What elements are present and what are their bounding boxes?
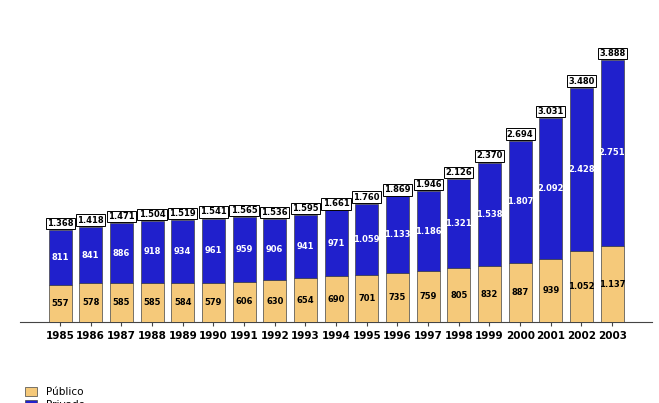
Text: 941: 941: [297, 242, 314, 251]
Bar: [233, 217, 256, 282]
Bar: [447, 179, 471, 268]
Bar: [140, 283, 163, 322]
Text: 2.092: 2.092: [538, 184, 564, 193]
Bar: [202, 218, 225, 283]
Text: 906: 906: [266, 245, 283, 254]
Text: 1.133: 1.133: [384, 230, 411, 239]
Legend: Público, Privado: Público, Privado: [25, 387, 85, 403]
Text: 959: 959: [235, 245, 253, 253]
Text: 805: 805: [450, 291, 467, 300]
Text: 1.565: 1.565: [231, 206, 258, 215]
Text: 1.541: 1.541: [200, 208, 227, 216]
Bar: [79, 283, 102, 322]
Text: 584: 584: [174, 298, 192, 307]
Text: 579: 579: [205, 298, 222, 307]
Bar: [110, 223, 133, 283]
Bar: [478, 162, 501, 266]
Text: 1.321: 1.321: [445, 219, 472, 228]
Text: 811: 811: [51, 253, 69, 262]
Text: 606: 606: [235, 297, 253, 306]
Text: 578: 578: [82, 298, 100, 307]
Text: 1.504: 1.504: [139, 210, 165, 219]
Text: 3.888: 3.888: [599, 49, 625, 58]
Bar: [447, 268, 471, 322]
Bar: [570, 87, 593, 251]
Bar: [294, 215, 317, 278]
Bar: [509, 141, 532, 263]
Bar: [171, 220, 194, 283]
Bar: [202, 283, 225, 322]
Bar: [263, 280, 286, 322]
Bar: [539, 259, 562, 322]
Text: 2.751: 2.751: [599, 148, 625, 158]
Text: 3.480: 3.480: [568, 77, 594, 85]
Bar: [509, 263, 532, 322]
Text: 1.519: 1.519: [169, 209, 196, 218]
Text: 1.137: 1.137: [599, 280, 625, 289]
Text: 1.368: 1.368: [47, 219, 73, 228]
Text: 2.126: 2.126: [445, 168, 472, 177]
Text: 585: 585: [143, 298, 161, 307]
Text: 1.807: 1.807: [507, 197, 533, 206]
Text: 1.052: 1.052: [568, 283, 595, 291]
Bar: [294, 278, 317, 322]
Bar: [478, 266, 501, 322]
Text: 1.418: 1.418: [77, 216, 104, 224]
Text: 2.370: 2.370: [476, 152, 503, 160]
Text: 1.760: 1.760: [353, 193, 380, 202]
Text: 832: 832: [481, 290, 498, 299]
Text: 1.869: 1.869: [384, 185, 411, 194]
Bar: [171, 283, 194, 322]
Text: 701: 701: [358, 294, 376, 303]
Bar: [355, 204, 378, 275]
Text: 971: 971: [328, 239, 345, 247]
Text: 759: 759: [419, 292, 437, 301]
Bar: [325, 276, 347, 322]
Bar: [600, 246, 623, 322]
Text: 1.186: 1.186: [415, 227, 442, 236]
Bar: [110, 283, 133, 322]
Text: 1.471: 1.471: [108, 212, 134, 221]
Text: 934: 934: [174, 247, 191, 256]
Text: 939: 939: [542, 286, 559, 295]
Text: 961: 961: [205, 246, 222, 256]
Text: 690: 690: [328, 295, 345, 303]
Bar: [570, 251, 593, 322]
Bar: [386, 273, 409, 322]
Bar: [49, 285, 72, 322]
Bar: [539, 118, 562, 259]
Text: 630: 630: [266, 297, 283, 305]
Bar: [386, 196, 409, 273]
Bar: [355, 275, 378, 322]
Bar: [600, 60, 623, 246]
Text: 887: 887: [511, 288, 529, 297]
Bar: [416, 191, 440, 271]
Text: 1.946: 1.946: [415, 180, 442, 189]
Bar: [79, 226, 102, 283]
Bar: [49, 230, 72, 285]
Text: 1.661: 1.661: [323, 199, 349, 208]
Text: 2.694: 2.694: [507, 130, 533, 139]
Bar: [263, 219, 286, 280]
Text: 654: 654: [297, 296, 314, 305]
Text: 557: 557: [51, 299, 69, 308]
Text: 1.059: 1.059: [353, 235, 380, 244]
Text: 735: 735: [389, 293, 406, 302]
Text: 1.538: 1.538: [476, 210, 503, 219]
Text: 1.536: 1.536: [262, 208, 288, 217]
Text: 841: 841: [82, 251, 100, 260]
Bar: [140, 221, 163, 283]
Text: 3.031: 3.031: [538, 107, 564, 116]
Text: 2.428: 2.428: [568, 165, 595, 174]
Text: 918: 918: [144, 247, 161, 256]
Text: 585: 585: [113, 298, 130, 307]
Text: 1.595: 1.595: [292, 204, 319, 213]
Bar: [325, 210, 347, 276]
Bar: [416, 271, 440, 322]
Bar: [233, 282, 256, 322]
Text: 886: 886: [113, 249, 130, 258]
